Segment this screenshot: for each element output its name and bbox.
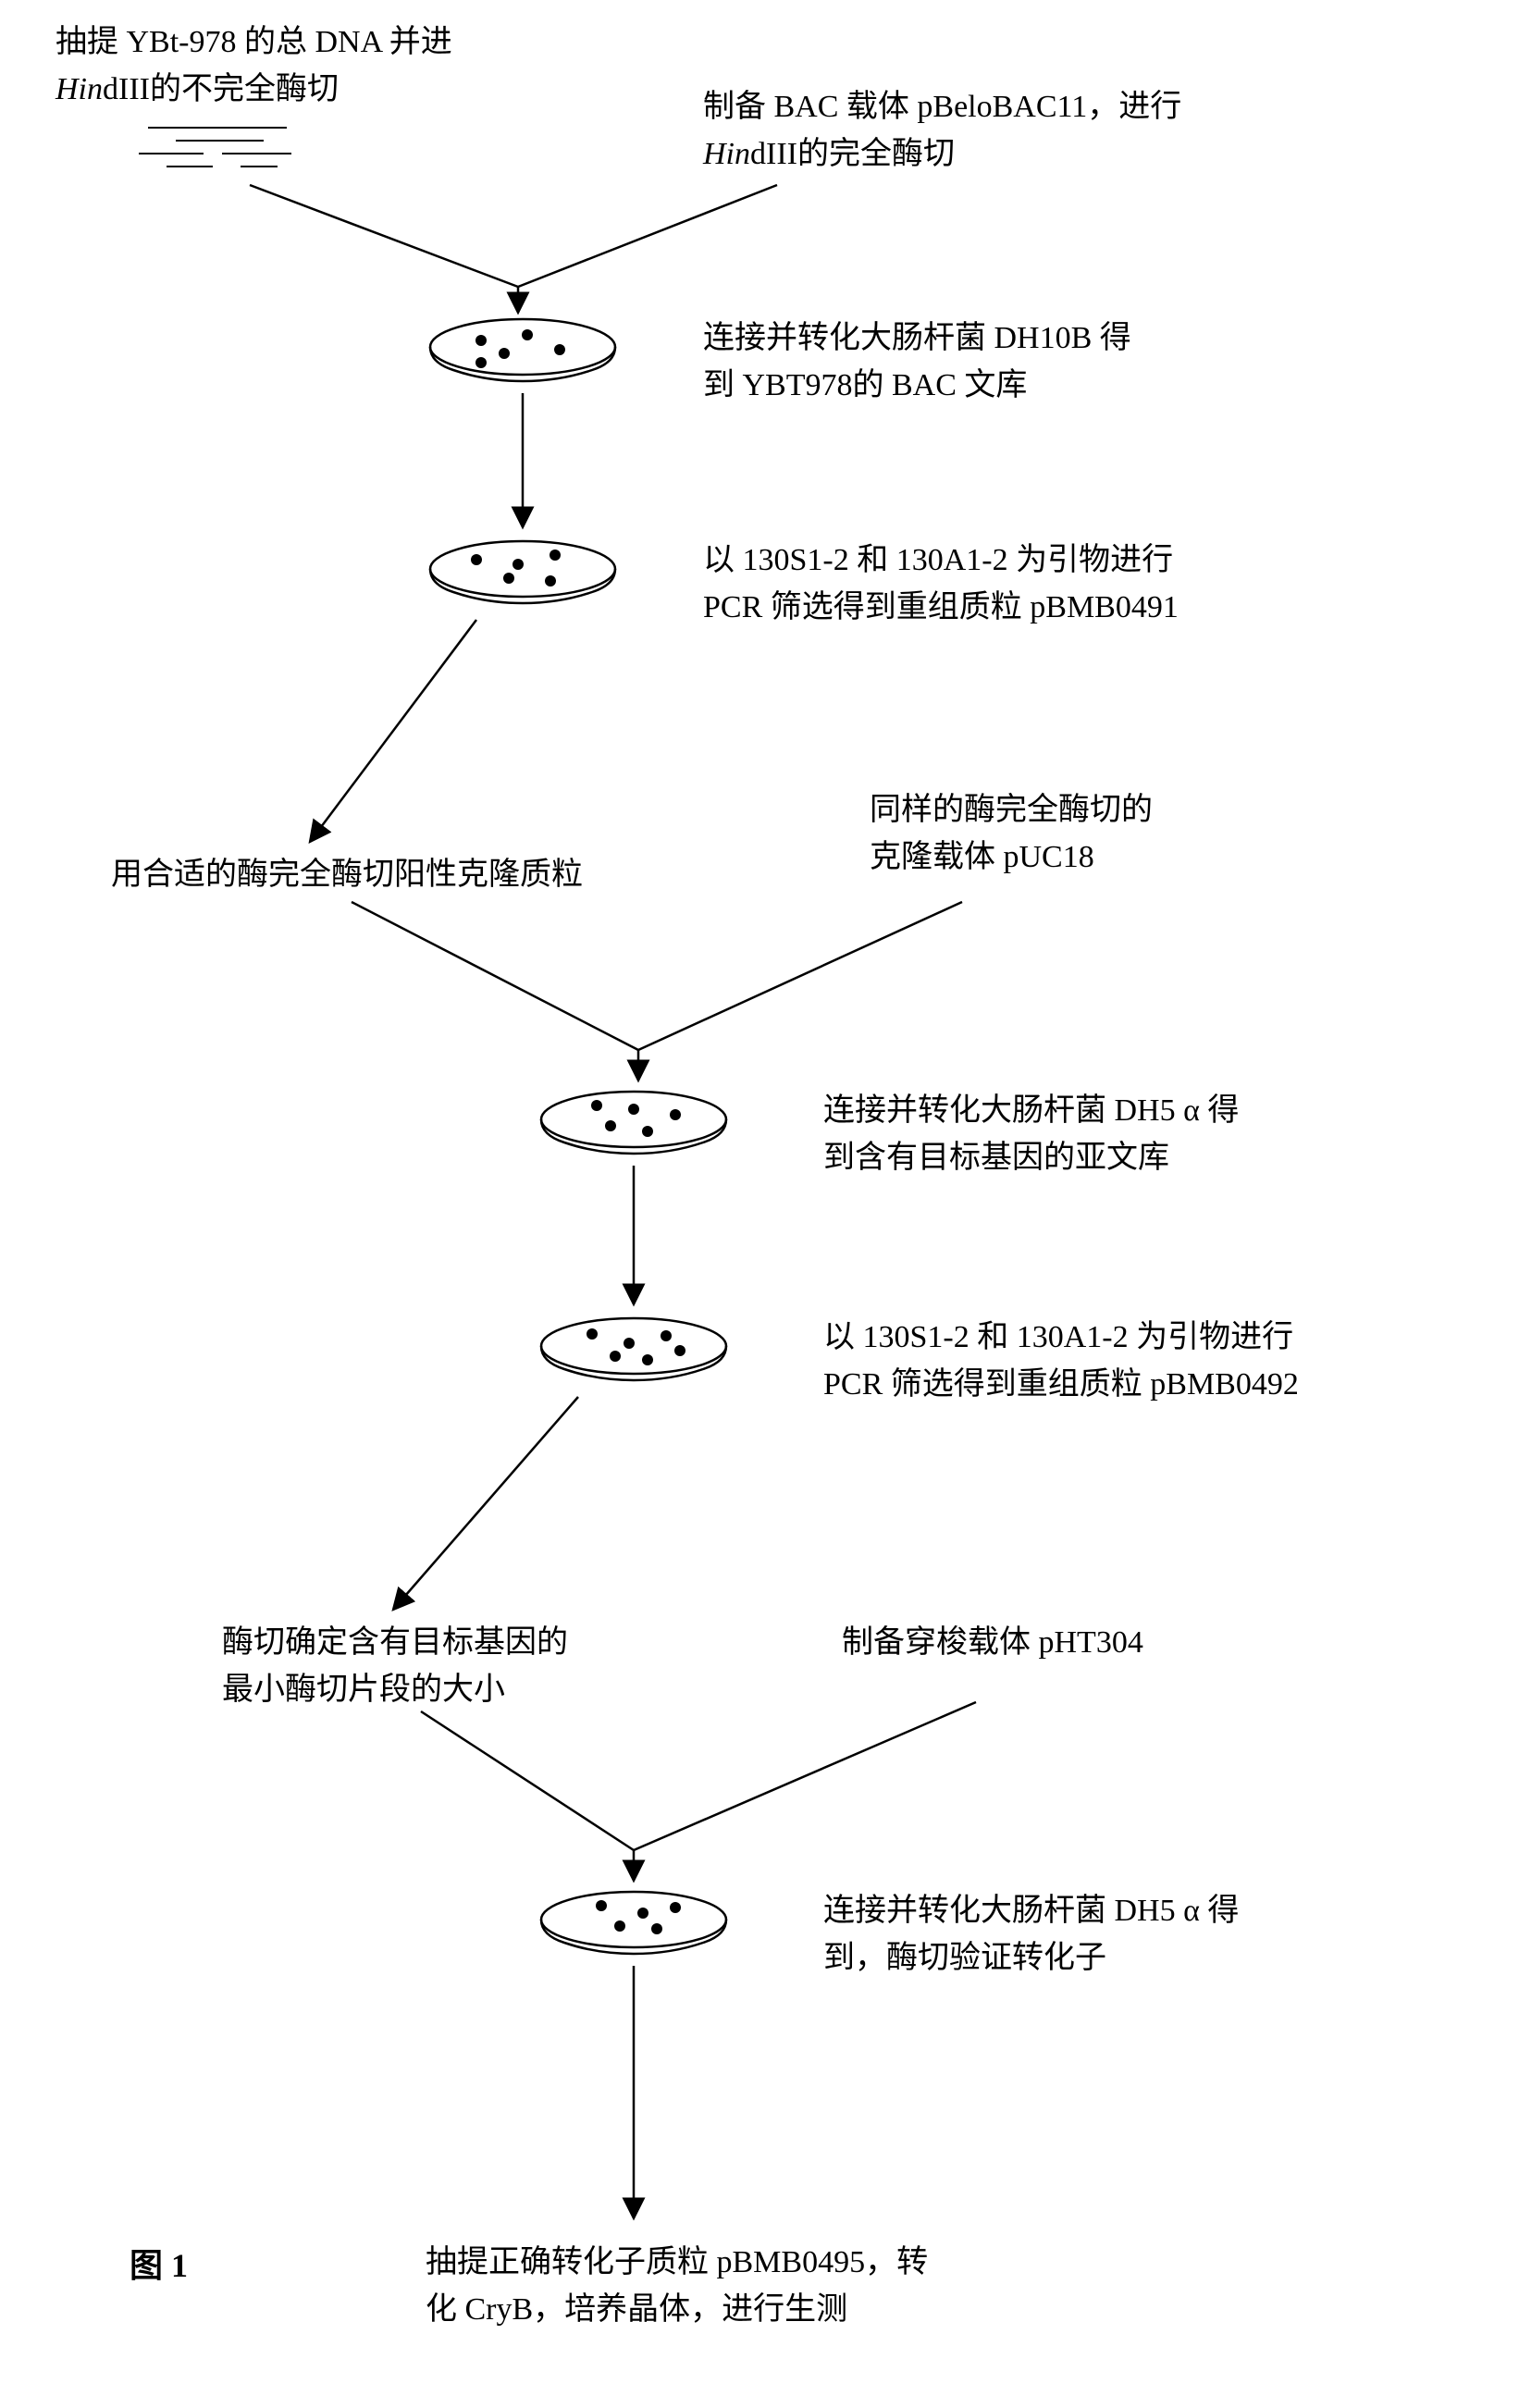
final-line1: 抽提正确转化子质粒 pBMB0495，转 bbox=[426, 2245, 928, 2279]
step3-line2: 到含有目标基因的亚文库 bbox=[823, 1141, 1169, 1175]
arrow-down-2 bbox=[620, 1166, 648, 1314]
mid-right-text: 同样的酶完全酶切的 克隆载体 pUC18 bbox=[870, 786, 1153, 881]
final-line2: 化 CryB，培养晶体，进行生测 bbox=[426, 2292, 847, 2327]
petri-dish-5 bbox=[537, 1887, 731, 1961]
petri-dish-2 bbox=[426, 537, 620, 611]
step4-line2: PCR 筛选得到重组质粒 pBMB0492 bbox=[823, 1367, 1299, 1402]
step1-text: 连接并转化大肠杆菌 DH10B 得 到 YBT978的 BAC 文库 bbox=[703, 315, 1131, 409]
lower-right: 制备穿梭载体 pHT304 bbox=[842, 1625, 1143, 1660]
mid-right-line2: 克隆载体 pUC18 bbox=[870, 840, 1094, 874]
arrow-down-1 bbox=[509, 393, 537, 537]
figure-label-text: 图 1 bbox=[130, 2247, 188, 2284]
lower-left-line1: 酶切确定含有目标基因的 bbox=[222, 1625, 568, 1660]
figure-label: 图 1 bbox=[130, 2239, 188, 2287]
lower-right-text: 制备穿梭载体 pHT304 bbox=[842, 1619, 1143, 1666]
step1-line1: 连接并转化大肠杆菌 DH10B 得 bbox=[703, 321, 1131, 355]
step5-text: 连接并转化大肠杆菌 DH5 α 得 到，酶切验证转化子 bbox=[823, 1887, 1239, 1982]
step5-line1: 连接并转化大肠杆菌 DH5 α 得 bbox=[823, 1894, 1239, 1928]
hindiii-prefix-2: Hin bbox=[703, 137, 750, 171]
step5-line2: 到，酶切验证转化子 bbox=[823, 1941, 1106, 1975]
top-right-line1: 制备 BAC 载体 pBeloBAC11，进行 bbox=[703, 90, 1181, 124]
arrow-diag-2 bbox=[379, 1392, 592, 1624]
mid-left-text: 用合适的酶完全酶切阳性克隆质粒 bbox=[111, 851, 583, 898]
arrow-diag-1 bbox=[296, 615, 500, 856]
dna-fragments-icon bbox=[130, 120, 315, 176]
arrow-down-3 bbox=[620, 1966, 648, 2229]
mid-left: 用合适的酶完全酶切阳性克隆质粒 bbox=[111, 858, 583, 892]
hindiii-suffix-2: III的完全酶切 bbox=[766, 137, 955, 171]
step4-text: 以 130S1-2 和 130A1-2 为引物进行 PCR 筛选得到重组质粒 p… bbox=[823, 1314, 1299, 1408]
hindiii-suffix-1: III的不完全酶切 bbox=[118, 72, 339, 106]
step3-text: 连接并转化大肠杆菌 DH5 α 得 到含有目标基因的亚文库 bbox=[823, 1087, 1239, 1181]
lower-left-text: 酶切确定含有目标基因的 最小酶切片段的大小 bbox=[222, 1619, 568, 1713]
hindiii-mid-1: d bbox=[103, 72, 118, 106]
step2-text: 以 130S1-2 和 130A1-2 为引物进行 PCR 筛选得到重组质粒 p… bbox=[703, 537, 1179, 631]
mid-right-line1: 同样的酶完全酶切的 bbox=[870, 793, 1153, 827]
step4-line1: 以 130S1-2 和 130A1-2 为引物进行 bbox=[823, 1320, 1293, 1354]
step2-line1: 以 130S1-2 和 130A1-2 为引物进行 bbox=[703, 543, 1173, 577]
final-text: 抽提正确转化子质粒 pBMB0495，转 化 CryB，培养晶体，进行生测 bbox=[426, 2239, 928, 2333]
top-left-line1: 抽提 YBt-978 的总 DNA 并进 bbox=[56, 25, 452, 59]
petri-dish-1 bbox=[426, 315, 620, 389]
top-right-text: 制备 BAC 载体 pBeloBAC11，进行 HindIII的完全酶切 bbox=[703, 83, 1181, 178]
step1-line2: 到 YBT978的 BAC 文库 bbox=[703, 368, 1027, 402]
merge-arrow-3 bbox=[402, 1702, 1004, 1892]
merge-arrow-1 bbox=[222, 176, 814, 324]
merge-arrow-2 bbox=[324, 893, 990, 1092]
hindiii-prefix-1: Hin bbox=[56, 72, 103, 106]
petri-dish-3 bbox=[537, 1087, 731, 1161]
hindiii-mid-2: d bbox=[750, 137, 766, 171]
flowchart-container: 抽提 YBt-978 的总 DNA 并进 HindIII的不完全酶切 制备 BA… bbox=[37, 19, 1482, 2389]
step3-line1: 连接并转化大肠杆菌 DH5 α 得 bbox=[823, 1093, 1239, 1128]
top-left-text: 抽提 YBt-978 的总 DNA 并进 HindIII的不完全酶切 bbox=[56, 19, 452, 113]
step2-line2: PCR 筛选得到重组质粒 pBMB0491 bbox=[703, 590, 1179, 624]
petri-dish-4 bbox=[537, 1314, 731, 1388]
